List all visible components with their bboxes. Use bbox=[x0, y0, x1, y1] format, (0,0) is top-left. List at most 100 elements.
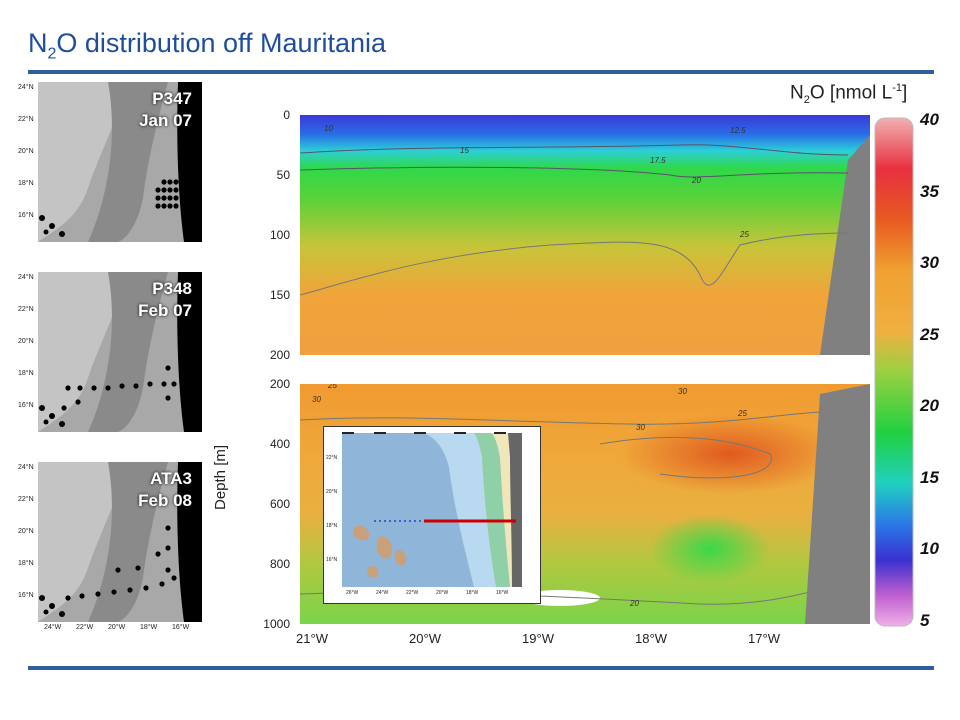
lower-y-tick: 800 bbox=[269, 557, 290, 571]
svg-text:12.5: 12.5 bbox=[730, 126, 746, 135]
inset-lat-label: 22°N bbox=[326, 455, 338, 461]
cruise-map: ATA3 Feb 08 24°N 22°N 20°N 18°N 16°N 24°W 22°W 20… bbox=[18, 458, 202, 632]
cruise-date: Feb 08 bbox=[138, 491, 192, 510]
colorbar bbox=[874, 117, 914, 627]
svg-text:30: 30 bbox=[636, 423, 645, 432]
map-lon-label: 24°W bbox=[44, 624, 62, 631]
station-dot bbox=[171, 381, 177, 387]
station-dot bbox=[77, 385, 83, 391]
station-dot bbox=[135, 565, 141, 571]
inset-lat-label: 18°N bbox=[326, 523, 338, 529]
svg-text:25: 25 bbox=[739, 230, 749, 239]
lower-max-region bbox=[620, 414, 840, 494]
map-lat-label: 16°N bbox=[18, 402, 34, 409]
station-dot bbox=[127, 587, 133, 593]
station-dot bbox=[133, 383, 139, 389]
station-dot bbox=[155, 187, 161, 193]
map-lat-label: 18°N bbox=[18, 560, 34, 567]
upper-section-panel: 10 15 12.5 17.5 20 25 bbox=[300, 115, 870, 355]
station-dot bbox=[91, 385, 97, 391]
map-lon-label: 18°W bbox=[140, 624, 158, 631]
station-dot bbox=[65, 385, 71, 391]
cruise-map-graphic bbox=[38, 272, 202, 432]
station-dot bbox=[173, 179, 179, 185]
upper-contour-20 bbox=[300, 166, 849, 178]
svg-text:25: 25 bbox=[327, 384, 337, 390]
station-dot bbox=[161, 195, 167, 201]
x-tick: 20°W bbox=[409, 631, 441, 646]
station-dot bbox=[161, 187, 167, 193]
cruise-name: P347 bbox=[152, 89, 192, 108]
map-lat-label: 18°N bbox=[18, 370, 34, 377]
station-dot bbox=[161, 203, 167, 209]
station-dot bbox=[173, 195, 179, 201]
station-dot bbox=[167, 179, 173, 185]
x-tick: 18°W bbox=[635, 631, 667, 646]
station-dot bbox=[161, 381, 167, 387]
station-dot bbox=[119, 383, 125, 389]
station-dot bbox=[79, 593, 85, 599]
lower-land bbox=[805, 384, 870, 624]
upper-y-tick: 150 bbox=[269, 288, 290, 302]
svg-text:10: 10 bbox=[324, 124, 333, 133]
cruise-name: ATA3 bbox=[150, 469, 192, 488]
lower-y-tick: 1000 bbox=[263, 617, 290, 631]
colorbar-tick: 10 bbox=[920, 539, 939, 558]
station-dot bbox=[165, 545, 171, 551]
colorbar-tick: 20 bbox=[920, 396, 939, 415]
station-dot bbox=[105, 385, 111, 391]
lower-green-spot bbox=[650, 514, 770, 584]
cruise-date: Feb 07 bbox=[138, 301, 192, 320]
station-dot bbox=[165, 567, 171, 573]
svg-text:20: 20 bbox=[691, 176, 701, 185]
upper-land bbox=[820, 135, 870, 355]
map-lat-label: 16°N bbox=[18, 592, 34, 599]
colorbar-tick: 35 bbox=[920, 181, 939, 201]
map-lat-label: 24°N bbox=[18, 274, 34, 281]
cruise-map-graphic bbox=[38, 82, 202, 242]
map-lon-label: 22°W bbox=[76, 624, 94, 631]
map-lat-label: 20°N bbox=[18, 148, 34, 155]
lower-contour-30 bbox=[300, 411, 821, 425]
svg-text:17.5: 17.5 bbox=[650, 156, 666, 165]
station-dot bbox=[61, 405, 67, 411]
svg-text:20: 20 bbox=[629, 599, 639, 608]
map-lat-label: 20°N bbox=[18, 528, 34, 535]
map-lon-label: 16°W bbox=[172, 624, 190, 631]
station-dot bbox=[155, 195, 161, 201]
map-lat-label: 18°N bbox=[18, 180, 34, 187]
station-dot bbox=[155, 551, 161, 557]
x-tick: 17°W bbox=[748, 631, 780, 646]
station-dot bbox=[167, 203, 173, 209]
inset-map-graphic bbox=[324, 427, 540, 603]
station-dot bbox=[173, 203, 179, 209]
inset-lon-label: 16°W bbox=[496, 590, 509, 596]
page-title: N2O distribution off Mauritania bbox=[28, 28, 387, 63]
upper-field bbox=[300, 115, 870, 355]
cruise-map-graphic bbox=[38, 462, 202, 622]
station-dot bbox=[165, 395, 171, 401]
inset-lon-label: 22°W bbox=[406, 590, 419, 596]
svg-text:30: 30 bbox=[312, 395, 321, 404]
station-dot bbox=[165, 365, 171, 371]
colorbar-unit: N2O [nmol L-1] bbox=[790, 82, 908, 107]
map-lat-label: 24°N bbox=[18, 464, 34, 471]
lower-y-tick: 600 bbox=[269, 497, 290, 511]
lower-y-tick: 400 bbox=[269, 437, 290, 451]
colorbar-tick: 25 bbox=[920, 324, 939, 344]
colorbar-tick: 30 bbox=[920, 253, 939, 272]
cruise-map: P348 Feb 07 24°N 22°N 20°N 18°N 16°N bbox=[18, 268, 202, 442]
lower-contour-30b bbox=[599, 436, 772, 479]
cruise-label: P348 Feb 07 bbox=[138, 278, 192, 322]
inset-lat-label: 16°N bbox=[326, 557, 338, 563]
upper-y-tick: 200 bbox=[269, 348, 290, 362]
lower-y-tick: 200 bbox=[269, 377, 290, 391]
station-dot bbox=[147, 381, 153, 387]
upper-y-tick: 100 bbox=[269, 228, 290, 242]
svg-text:15: 15 bbox=[460, 146, 469, 155]
inset-lat-label: 20°N bbox=[326, 489, 338, 495]
upper-y-tick: 50 bbox=[276, 168, 290, 182]
map-lat-label: 22°N bbox=[18, 306, 34, 313]
station-dot bbox=[65, 595, 71, 601]
station-dot bbox=[111, 589, 117, 595]
